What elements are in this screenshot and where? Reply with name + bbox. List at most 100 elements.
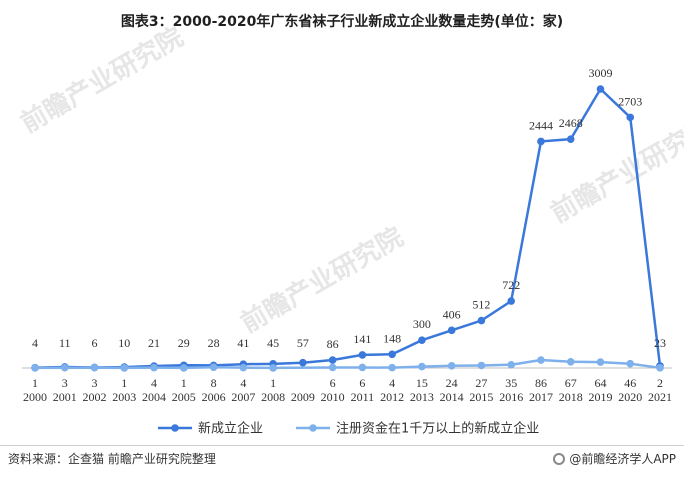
data-point-large-capital: [180, 364, 188, 372]
data-point-large-capital: [537, 356, 545, 364]
source-note: 资料来源：企查猫 前瞻产业研究院整理: [8, 452, 216, 466]
data-label-new-enterprises: 3009: [588, 66, 612, 80]
data-label-large-capital: 64: [594, 376, 606, 390]
data-label-new-enterprises: 722: [502, 278, 520, 292]
data-label-large-capital: 3: [92, 376, 98, 390]
x-tick-label: 2019: [588, 390, 612, 404]
x-tick-label: 2009: [291, 390, 315, 404]
footer-divider: [0, 445, 684, 446]
data-point-large-capital: [120, 364, 129, 372]
series-line-new-enterprises: [34, 87, 662, 369]
legend-marker-new-enterprises: [171, 424, 179, 432]
x-tick-label: 2015: [469, 390, 493, 404]
data-label-new-enterprises: 41: [237, 336, 249, 350]
data-label-new-enterprises: 2468: [559, 116, 583, 130]
x-tick-label: 2011: [351, 390, 375, 404]
data-point-large-capital: [477, 361, 486, 370]
data-label-new-enterprises: 45: [267, 336, 279, 350]
data-label-new-enterprises: 6: [92, 336, 98, 350]
x-tick-label: 2002: [83, 390, 107, 404]
data-point-large-capital: [566, 357, 575, 366]
data-label-large-capital: 24: [446, 376, 458, 390]
data-label-large-capital: 2: [657, 376, 663, 390]
data-label-large-capital: 1: [121, 376, 127, 390]
data-label-new-enterprises: 4: [32, 336, 38, 350]
data-label-large-capital: 15: [416, 376, 428, 390]
data-label-large-capital: 6: [359, 376, 365, 390]
data-label-new-enterprises: 23: [654, 336, 666, 350]
data-point-new-enterprises: [626, 113, 635, 122]
data-label-new-enterprises: 86: [327, 337, 339, 351]
data-point-new-enterprises: [358, 351, 367, 359]
x-tick-label: 2003: [112, 390, 136, 404]
data-point-large-capital: [656, 364, 664, 372]
x-tick-label: 2020: [618, 390, 642, 404]
data-point-new-enterprises: [299, 358, 307, 367]
data-point-large-capital: [60, 363, 69, 372]
data-point-large-capital: [269, 364, 277, 372]
data-label-new-enterprises: 512: [472, 298, 490, 312]
data-label-new-enterprises: 57: [297, 336, 309, 350]
data-label-new-enterprises: 148: [383, 331, 401, 345]
x-tick-label: 2005: [172, 390, 196, 404]
data-label-large-capital: 1: [32, 376, 38, 390]
x-tick-label: 2021: [648, 390, 672, 404]
data-point-large-capital: [626, 359, 635, 368]
data-point-new-enterprises: [447, 326, 456, 335]
chart-title: 图表3：2000-2020年广东省袜子行业新成立企业数量走势(单位：家): [120, 14, 564, 30]
data-label-new-enterprises: 300: [413, 317, 431, 331]
data-point-large-capital: [418, 362, 426, 371]
data-label-large-capital: 3: [62, 376, 68, 390]
data-label-large-capital: 4: [389, 376, 395, 390]
data-label-new-enterprises: 29: [178, 336, 190, 350]
data-label-large-capital: 1: [270, 376, 276, 390]
data-point-new-enterprises: [418, 336, 426, 344]
x-tick-label: 2017: [529, 390, 553, 404]
data-label-large-capital: 1: [181, 376, 187, 390]
x-tick-label: 2007: [231, 390, 255, 404]
data-label-large-capital: 6: [330, 376, 336, 390]
series-line-large-capital: [34, 358, 661, 370]
data-point-large-capital: [507, 360, 515, 369]
data-label-new-enterprises: 406: [443, 307, 461, 321]
data-label-large-capital: 8: [211, 376, 217, 390]
data-point-new-enterprises: [537, 137, 545, 146]
data-label-large-capital: 86: [535, 376, 547, 390]
data-label-large-capital: 4: [151, 376, 157, 390]
data-point-new-enterprises: [477, 316, 486, 325]
x-tick-label: 2016: [499, 390, 523, 404]
data-label-new-enterprises: 21: [148, 336, 160, 350]
data-point-large-capital: [209, 363, 218, 372]
data-label-new-enterprises: 141: [353, 332, 371, 346]
data-label-large-capital: 46: [624, 376, 636, 390]
data-point-large-capital: [328, 363, 337, 372]
x-tick-label: 2014: [440, 390, 464, 404]
data-label-large-capital: 27: [475, 376, 487, 390]
brand-logo-icon: [553, 452, 566, 465]
data-point-new-enterprises: [388, 350, 396, 359]
data-label-large-capital: 67: [565, 376, 577, 390]
data-point-large-capital: [150, 363, 158, 372]
x-tick-label: 2018: [559, 390, 583, 404]
legend-label-large-capital: 注册资金在1千万以上的新成立企业: [336, 421, 539, 437]
data-label-new-enterprises: 10: [118, 336, 130, 350]
x-tick-label: 2010: [321, 390, 345, 404]
data-label-large-capital: 4: [240, 376, 246, 390]
data-point-large-capital: [358, 363, 367, 372]
data-point-new-enterprises: [596, 85, 605, 93]
x-tick-label: 2006: [202, 390, 226, 404]
legend-label-new-enterprises: 新成立企业: [198, 421, 263, 437]
data-point-large-capital: [90, 363, 99, 372]
data-point-large-capital: [447, 361, 456, 370]
data-point-large-capital: [31, 364, 39, 372]
x-tick-label: 2012: [380, 390, 404, 404]
data-label-new-enterprises: 28: [208, 336, 220, 350]
data-point-new-enterprises: [507, 297, 515, 305]
x-tick-label: 2001: [53, 390, 77, 404]
brand-text: @前瞻经济学人APP: [569, 452, 676, 466]
x-tick-label: 2004: [142, 390, 166, 404]
data-point-new-enterprises: [328, 356, 337, 364]
x-tick-label: 2000: [23, 390, 47, 404]
data-label-new-enterprises: 2703: [618, 94, 642, 108]
x-tick-label: 2013: [410, 390, 434, 404]
